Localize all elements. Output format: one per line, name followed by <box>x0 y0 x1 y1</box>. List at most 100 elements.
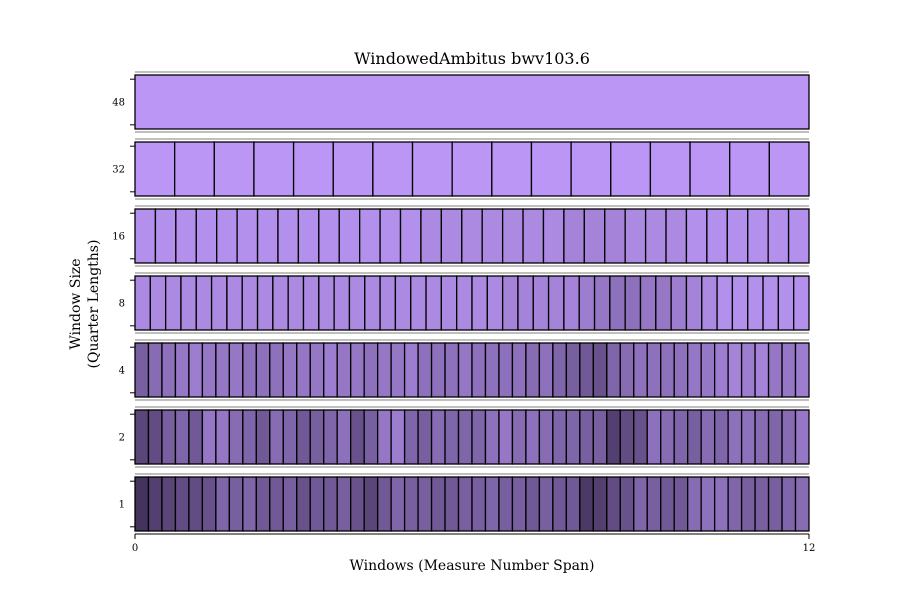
heatmap-cell <box>134 342 150 398</box>
heatmap-cell <box>525 409 541 465</box>
heatmap-row-48 <box>134 71 810 133</box>
heatmap-cell <box>134 208 157 264</box>
heatmap-cell <box>727 476 743 532</box>
heatmap-cell <box>269 342 284 398</box>
heatmap-cell <box>794 342 810 398</box>
heatmap-cell <box>430 342 446 398</box>
heatmap-cell <box>793 275 810 331</box>
heatmap-cell <box>201 342 217 398</box>
heatmap-cell <box>754 342 770 398</box>
heatmap-cell <box>255 342 271 398</box>
heatmap-cell <box>486 275 504 331</box>
heatmap-cell <box>731 275 749 331</box>
heatmap-cell <box>701 275 718 331</box>
heatmap-cell <box>777 275 795 331</box>
heatmap-cell <box>228 342 244 398</box>
heatmap-cell <box>350 342 365 398</box>
heatmap-row-2 <box>134 406 810 468</box>
heatmap-cell <box>309 409 325 465</box>
heatmap-cell <box>390 342 406 398</box>
heatmap-cell <box>161 409 177 465</box>
heatmap-cell <box>685 275 703 331</box>
heatmap-cell <box>201 476 217 532</box>
heatmap-cell <box>376 342 392 398</box>
heatmap-cell <box>430 476 446 532</box>
heatmap-cell <box>444 342 460 398</box>
heatmap-cell <box>606 409 621 465</box>
heatmap-cell <box>592 476 608 532</box>
heatmap-cell <box>134 141 176 197</box>
heatmap-cell <box>542 208 565 264</box>
heatmap-cell <box>794 409 810 465</box>
heatmap-cell <box>511 342 527 398</box>
heatmap-cell <box>538 476 554 532</box>
heatmap-cell <box>660 342 675 398</box>
heatmap-cell <box>517 275 534 331</box>
heatmap-cell <box>522 208 545 264</box>
heatmap-cell <box>376 409 392 465</box>
heatmap-cell <box>161 342 177 398</box>
heatmap-cell <box>633 409 648 465</box>
heatmap-cell <box>399 208 422 264</box>
heatmap-cell <box>525 476 541 532</box>
heatmap-cell <box>729 141 771 197</box>
y-tick-label-2: 2 <box>119 433 125 444</box>
heatmap-cell <box>767 409 783 465</box>
x-axis-label: Windows (Measure Number Span) <box>349 558 594 574</box>
heatmap-cell <box>646 476 662 532</box>
heatmap-cell <box>644 208 667 264</box>
heatmap-cell <box>174 342 190 398</box>
heatmap-cell <box>484 409 500 465</box>
heatmap-cell <box>323 476 338 532</box>
heatmap-cell <box>338 208 361 264</box>
heatmap-cell <box>563 275 580 331</box>
heatmap-cell <box>491 141 533 197</box>
heatmap-cell <box>213 141 255 197</box>
heatmap-cell <box>350 476 365 532</box>
heatmap-cell <box>484 342 500 398</box>
heatmap-cell <box>410 275 427 331</box>
heatmap-cell <box>379 275 397 331</box>
heatmap-row-8 <box>134 272 810 334</box>
heatmap-cell <box>740 342 756 398</box>
heatmap-cell <box>390 476 406 532</box>
heatmap-cell <box>255 409 271 465</box>
heatmap-cell <box>565 342 581 398</box>
heatmap-cell <box>484 476 500 532</box>
heatmap-cell <box>440 275 458 331</box>
heatmap-cell <box>583 208 606 264</box>
heatmap-cell <box>215 476 231 532</box>
heatmap-cell <box>471 275 488 331</box>
heatmap-cell <box>767 342 783 398</box>
heatmap-cell <box>255 476 271 532</box>
heatmap-cell <box>318 275 335 331</box>
heatmap-cell <box>363 476 379 532</box>
heatmap-cell <box>164 275 182 331</box>
heatmap-cell <box>673 342 689 398</box>
heatmap-cell <box>687 409 702 465</box>
heatmap-cell <box>147 342 163 398</box>
heatmap-cell <box>318 208 340 264</box>
heatmap-cell <box>706 208 728 264</box>
heatmap-cell <box>552 476 568 532</box>
heatmap-cell <box>332 141 374 197</box>
heatmap-cell <box>256 275 274 331</box>
heatmap-cell <box>532 275 550 331</box>
heatmap-cell <box>394 275 412 331</box>
heatmap-cell <box>633 476 648 532</box>
heatmap-cell <box>336 476 352 532</box>
heatmap-cell <box>471 409 487 465</box>
heatmap-cell <box>461 208 483 264</box>
heatmap-cell <box>578 275 596 331</box>
y-tick-label-8: 8 <box>119 299 125 310</box>
heatmap-cell <box>430 409 446 465</box>
y-axis-label-line1: Window Size <box>68 258 84 349</box>
y-tick-label-48: 48 <box>112 98 125 109</box>
heatmap-cell <box>195 275 213 331</box>
heatmap-cell <box>754 476 770 532</box>
heatmap-rows <box>134 71 810 535</box>
heatmap-cell <box>269 476 284 532</box>
heatmap-cell <box>134 275 151 331</box>
